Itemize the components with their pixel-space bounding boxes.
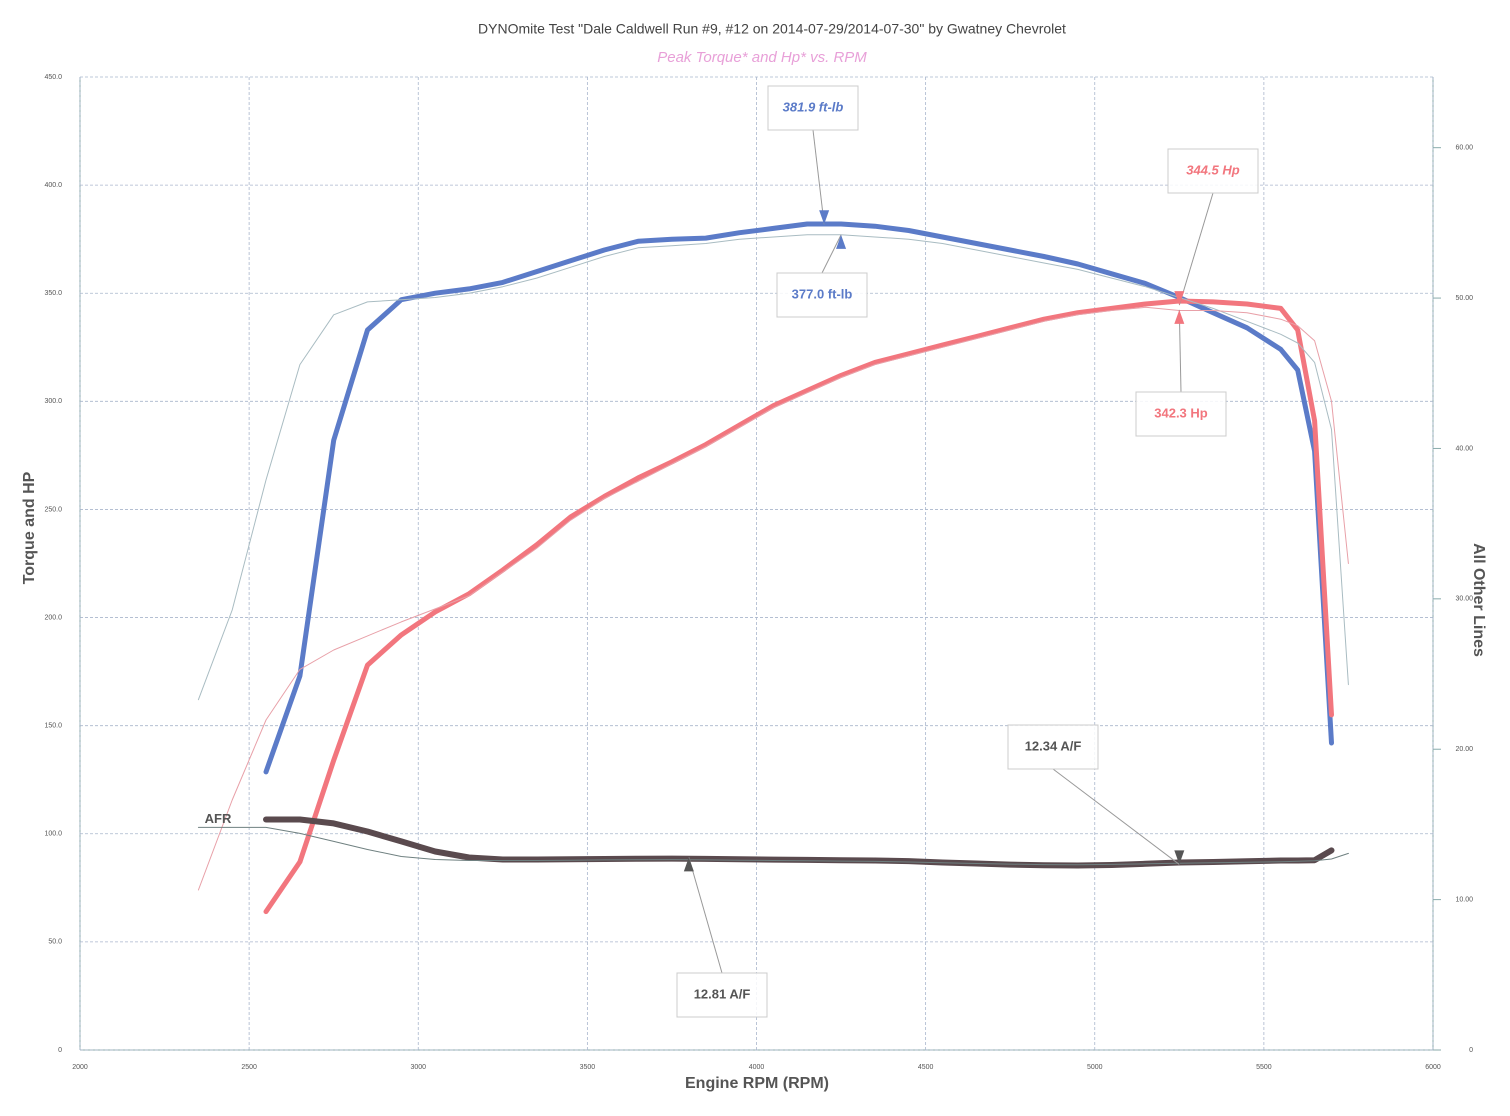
- annotation-head: [836, 234, 847, 249]
- annotation-head: [819, 210, 830, 225]
- annotation-box: [1167, 148, 1259, 194]
- annotation-text: 381.9 ft-lb: [783, 99, 844, 114]
- series-line: [197, 306, 1349, 891]
- y2-axis-label: All Other Lines: [1470, 543, 1487, 657]
- annotation-head: [1174, 850, 1185, 865]
- y-tick-label: 150.0: [44, 723, 62, 730]
- chart-subtitle: Peak Torque* and Hp* vs. RPM: [657, 49, 867, 66]
- annotation-text: 344.5 Hp: [1186, 162, 1240, 177]
- x-tick-label: 3000: [410, 1064, 426, 1071]
- y-tick-label: 50.0: [48, 939, 62, 946]
- x-tick-label: 6000: [1425, 1064, 1441, 1071]
- chart-title: DYNOmite Test "Dale Caldwell Run #9, #12…: [478, 21, 1066, 37]
- annotation-box: [1007, 724, 1099, 770]
- x-tick-label: 4500: [918, 1064, 934, 1071]
- series-line: [263, 816, 1335, 869]
- x-tick-label: 5000: [1087, 1064, 1103, 1071]
- y2-tick-label: 20.00: [1455, 746, 1473, 753]
- y-axis-label: Torque and HP: [21, 471, 38, 584]
- annotation-text: 377.0 ft-lb: [792, 286, 853, 301]
- annotation-text: 12.81 A/F: [694, 986, 751, 1001]
- y2-tick-label: 60.00: [1455, 145, 1473, 152]
- x-tick-label: 2000: [72, 1064, 88, 1071]
- annotation-head: [683, 857, 694, 872]
- x-tick-label: 3500: [580, 1064, 596, 1071]
- y2-tick-label: 0: [1469, 1047, 1473, 1054]
- annotation-box: [776, 272, 868, 318]
- y2-tick-label: 50.00: [1455, 295, 1473, 302]
- series-line: [197, 826, 1349, 866]
- annotation-arrow: [812, 129, 825, 225]
- y-tick-label: 200.0: [44, 614, 62, 621]
- y2-tick-label: 30.00: [1455, 596, 1473, 603]
- series-line: [197, 234, 1349, 701]
- annotation-box: [676, 972, 768, 1018]
- x-axis-label: Engine RPM (RPM): [685, 1075, 829, 1092]
- annotation-head: [1174, 291, 1185, 306]
- series-label: AFR: [205, 811, 232, 826]
- y-tick-label: 400.0: [44, 182, 62, 189]
- annotation-text: 12.34 A/F: [1025, 738, 1082, 753]
- y-tick-label: 100.0: [44, 831, 62, 838]
- y-tick-label: 300.0: [44, 398, 62, 405]
- y2-tick-label: 40.00: [1455, 445, 1473, 452]
- annotation-arrow: [1052, 768, 1180, 865]
- y-tick-label: 350.0: [44, 290, 62, 297]
- y-tick-label: 250.0: [44, 506, 62, 513]
- annotation-arrow: [821, 234, 842, 274]
- annotation-arrow: [688, 857, 723, 974]
- annotation-box: [1135, 391, 1227, 437]
- annotation-box: [767, 85, 859, 131]
- y-tick-label: 450.0: [44, 74, 62, 81]
- y2-tick-label: 10.00: [1455, 896, 1473, 903]
- annotation-head: [1174, 309, 1185, 324]
- x-tick-label: 2500: [241, 1064, 257, 1071]
- annotation-arrow: [1178, 192, 1214, 306]
- y-tick-label: 0: [58, 1047, 62, 1054]
- x-tick-label: 5500: [1256, 1064, 1272, 1071]
- annotation-text: 342.3 Hp: [1154, 405, 1208, 420]
- x-tick-label: 4000: [749, 1064, 765, 1071]
